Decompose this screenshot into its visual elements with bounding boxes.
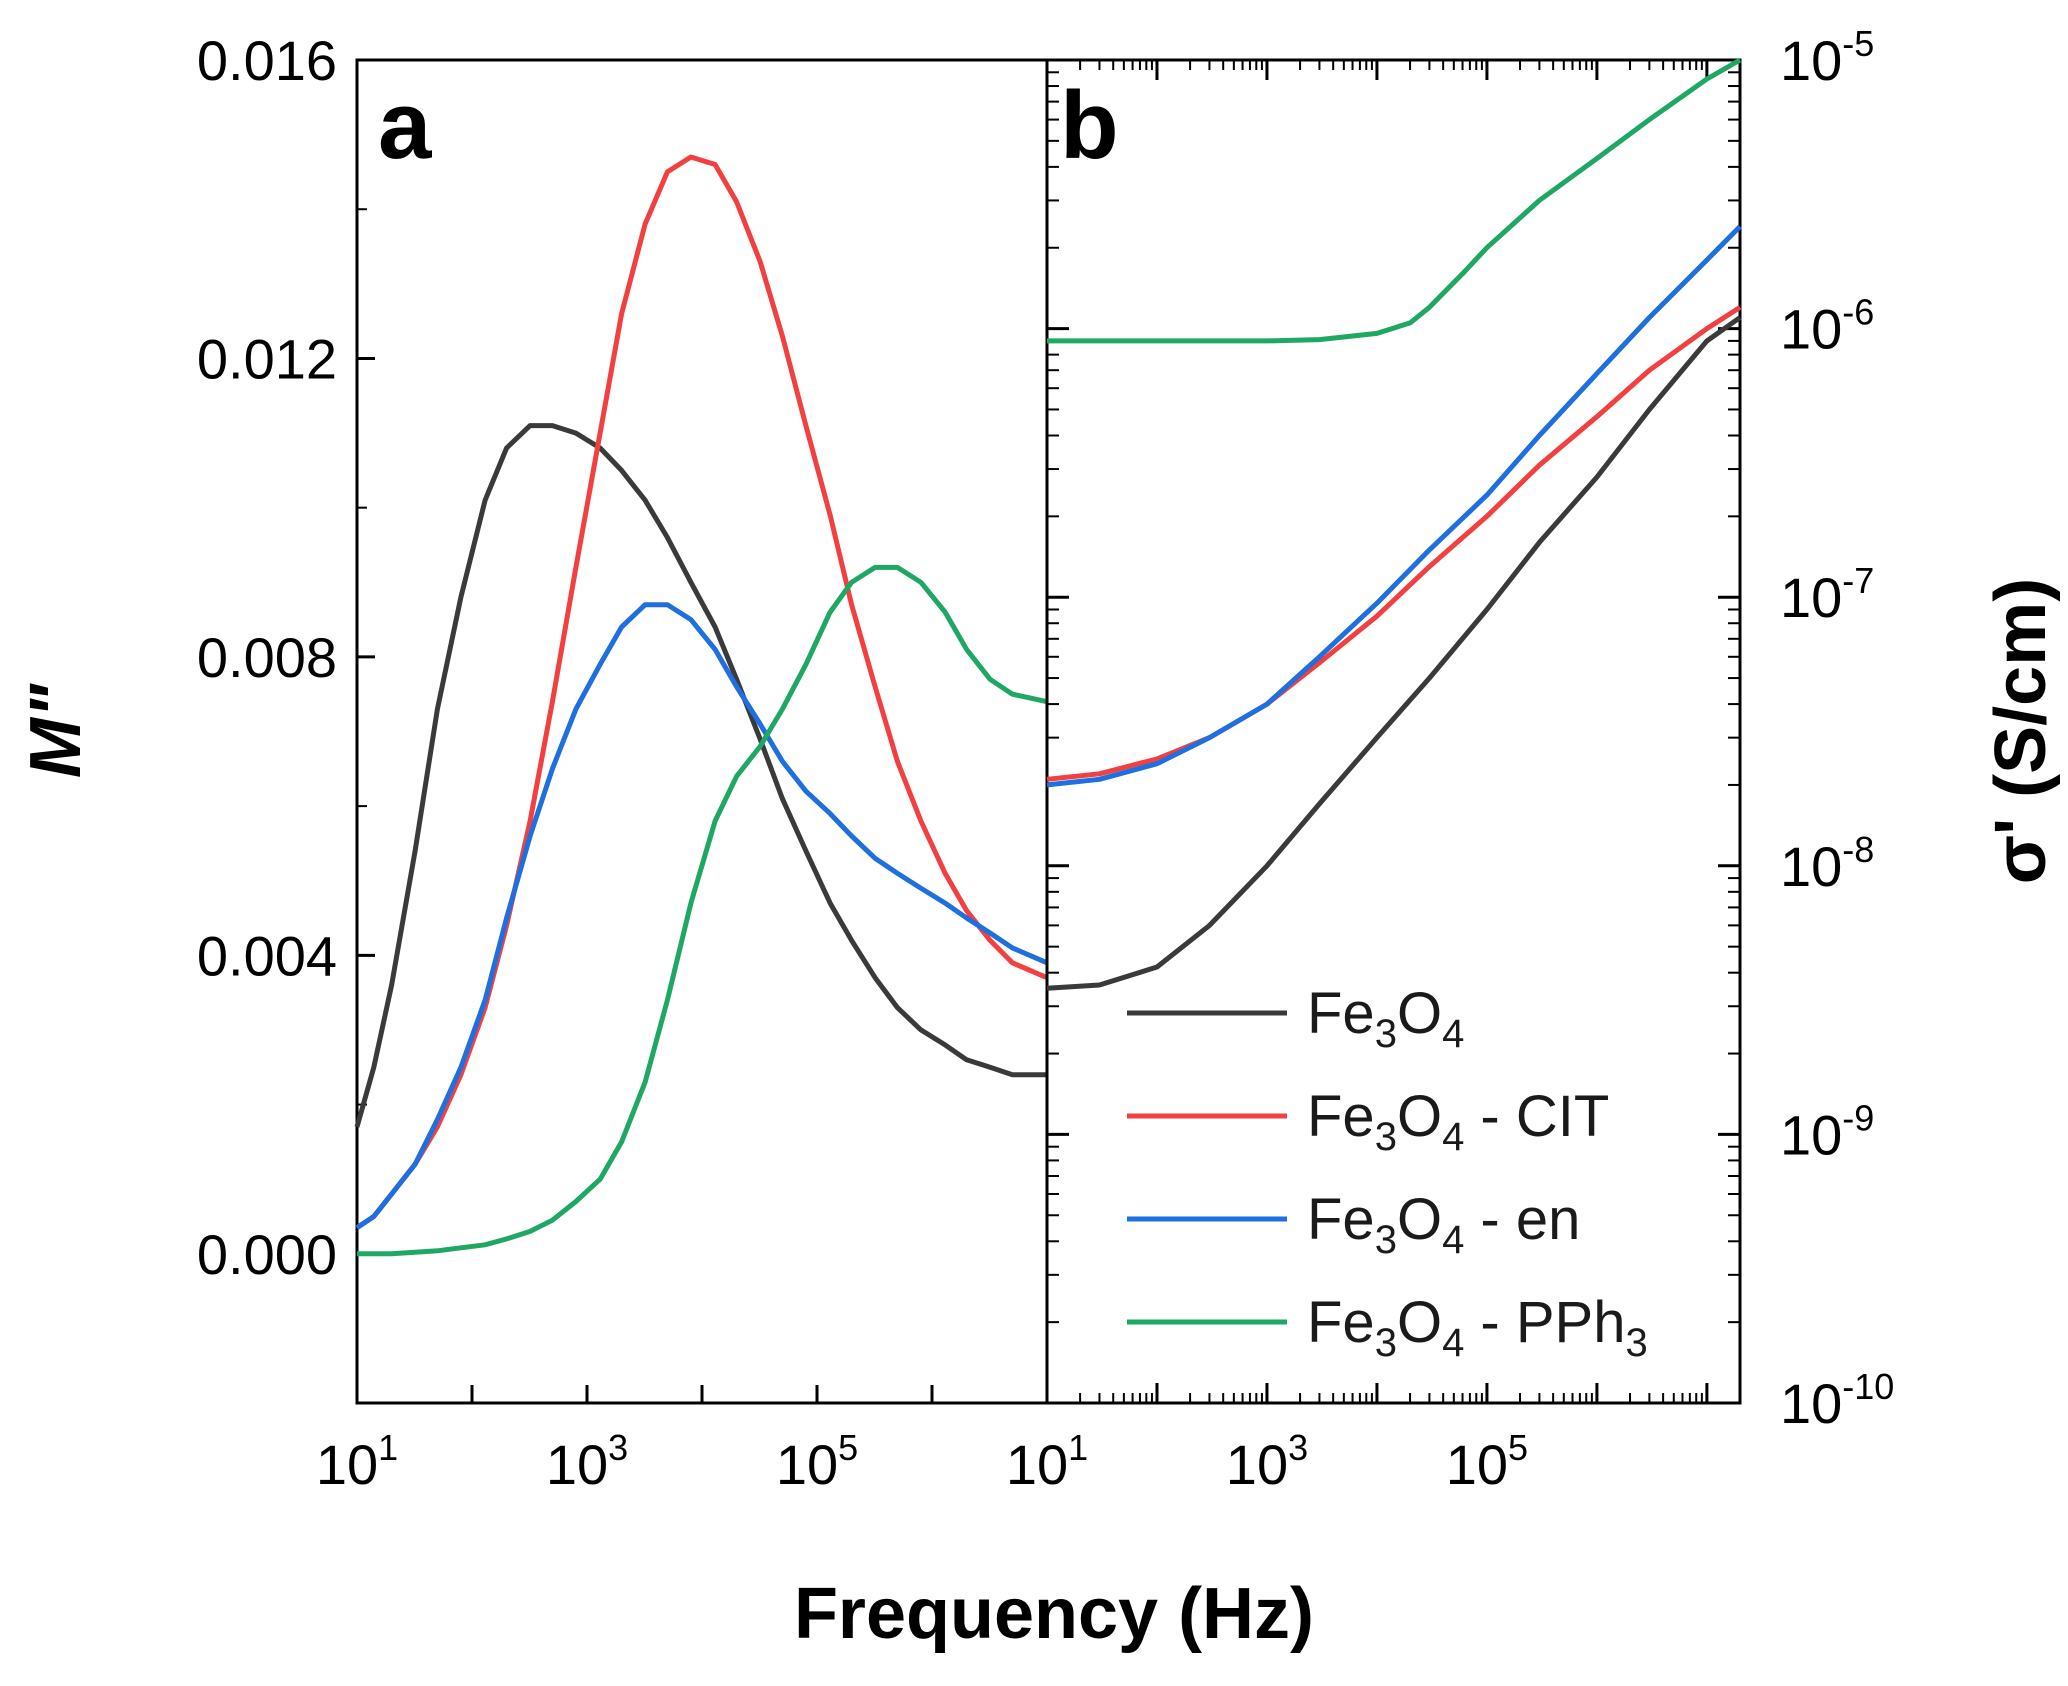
y-tick-label-b: 10-8: [1780, 829, 1874, 898]
legend-label-0: Fe3O4: [1307, 981, 1464, 1056]
x-tick-label-a: 101: [316, 1427, 398, 1496]
y-tick-label-b: 10-7: [1780, 560, 1874, 629]
x-tick-label-a: 103: [546, 1427, 628, 1496]
legend-label-2: Fe3O4 - en: [1307, 1187, 1580, 1262]
y-tick-label-b: 10-9: [1780, 1097, 1874, 1166]
panel-b-series: [1046, 57, 1742, 991]
series-line-a-1: [355, 154, 1048, 1230]
y-tick-label-a: 0.016: [197, 29, 337, 92]
legend: Fe3O4 Fe3O4 - CIT Fe3O4 - en Fe3O4 - PPh3: [1127, 981, 1648, 1365]
panel-label-a: a: [378, 72, 432, 179]
panel-a-ticks: 0.000 0.004 0.008 0.012 0.016 101 103 105: [197, 29, 1049, 1496]
legend-label-3: Fe3O4 - PPh3: [1307, 1290, 1648, 1365]
panel-b-frame: [1045, 58, 1742, 1405]
series-line-b-2: [1046, 224, 1742, 788]
panel-a-frame: [355, 58, 1049, 1405]
x-tick-label-a: 105: [776, 1427, 858, 1496]
y-axis-title-right: σ' (S/cm): [1981, 578, 2061, 884]
x-tick-label-b: 105: [1446, 1427, 1528, 1496]
panel-a: 0.000 0.004 0.008 0.012 0.016 101 103 105 a: [197, 29, 1049, 1496]
y-tick-label-b: 10-10: [1780, 1366, 1894, 1435]
x-tick-label-b: 103: [1226, 1427, 1308, 1496]
legend-label-1: Fe3O4 - CIT: [1307, 1084, 1609, 1159]
y-tick-label-a: 0.004: [197, 924, 337, 987]
panel-b: 10-10 10-9 10-8 10-7 10-6 10-5 101 103 105 b Fe3…: [1006, 23, 1894, 1496]
y-tick-label-b: 10-5: [1780, 23, 1874, 92]
y-tick-label-a: 0.008: [197, 626, 337, 689]
panel-label-b: b: [1060, 72, 1119, 179]
panel-b-ticks: 10-10 10-9 10-8 10-7 10-6 10-5 101 103 105: [1006, 23, 1894, 1496]
series-line-a-3: [357, 564, 1048, 1257]
series-line-b-1: [1046, 305, 1742, 782]
x-tick-label-b: 101: [1006, 1427, 1088, 1496]
series-line-b-3: [1047, 57, 1742, 344]
panel-a-series: [354, 154, 1048, 1257]
y-tick-label-a: 0.012: [197, 327, 337, 390]
x-axis-title: Frequency (Hz): [794, 1574, 1314, 1654]
series-line-b-0: [1046, 315, 1742, 991]
series-line-a-0: [354, 423, 1047, 1128]
series-line-a-2: [355, 602, 1048, 1230]
y-tick-label-b: 10-6: [1780, 292, 1874, 361]
y-axis-title-left: M": [16, 683, 96, 778]
y-tick-label-a: 0.000: [197, 1223, 337, 1286]
